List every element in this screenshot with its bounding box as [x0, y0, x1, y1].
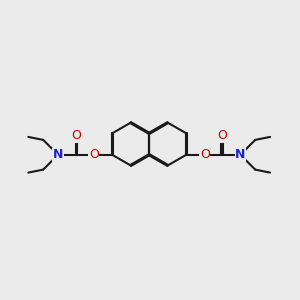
Text: O: O [217, 129, 227, 142]
Text: N: N [53, 148, 63, 161]
Text: O: O [71, 129, 81, 142]
Text: O: O [200, 148, 210, 161]
Text: N: N [235, 148, 246, 161]
Text: O: O [89, 148, 99, 161]
